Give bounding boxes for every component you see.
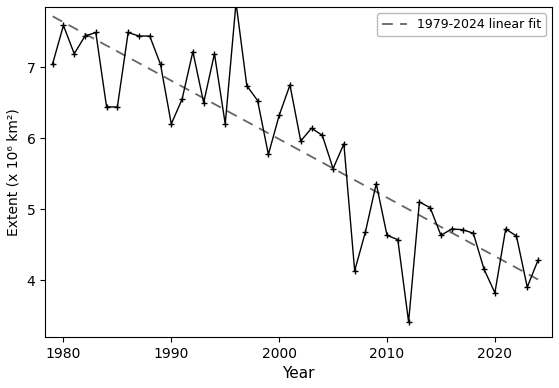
Y-axis label: Extent (x 10⁶ km²): Extent (x 10⁶ km²) bbox=[7, 108, 21, 236]
Legend: 1979-2024 linear fit: 1979-2024 linear fit bbox=[377, 13, 546, 36]
X-axis label: Year: Year bbox=[282, 366, 315, 381]
